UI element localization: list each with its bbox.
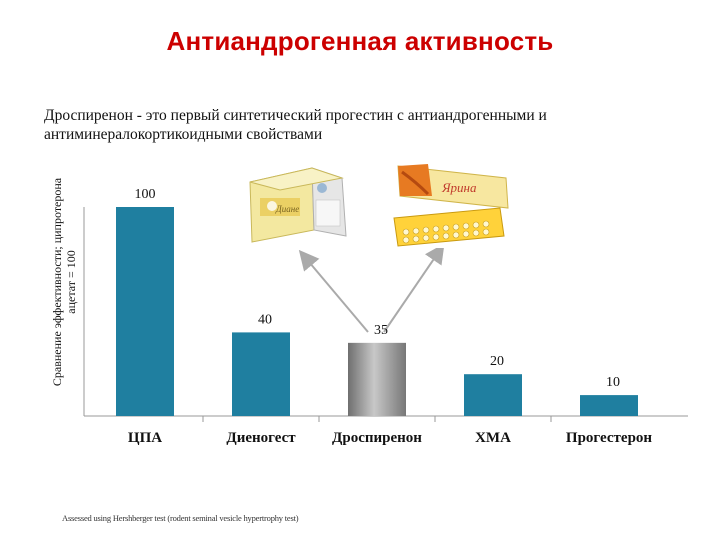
yarina-pack-icon: Ярина — [388, 156, 522, 248]
bar-4 — [580, 395, 638, 416]
x-tick-label-3: ХМА — [475, 430, 511, 446]
x-tick-label-4: Прогестерон — [566, 430, 652, 446]
bar-1 — [232, 332, 290, 416]
bar-2 — [348, 342, 406, 416]
bar-value-label-4: 10 — [606, 375, 620, 390]
bar-value-label-1: 40 — [258, 312, 272, 327]
slide-subtitle: Дроспиренон - это первый синтетический п… — [44, 107, 547, 143]
bar-value-label-2: 35 — [374, 323, 388, 338]
footnote: Assessed using Hershberger test (rodent … — [62, 513, 299, 523]
bar-value-label-3: 20 — [490, 354, 504, 369]
arrow-to-diane — [298, 249, 369, 333]
diane-pack-icon: Диане — [242, 160, 356, 250]
x-tick-label-0: ЦПА — [128, 430, 162, 446]
slide-title: Антиандрогенная активность — [166, 26, 554, 56]
diane-pack-name: Диане — [275, 204, 299, 214]
x-tick-label-1: Диеногест — [226, 430, 296, 446]
bar-value-label-0: 100 — [135, 187, 156, 202]
yarina-pack-name: Ярина — [441, 180, 477, 195]
x-tick-label-2: Дроспиренон — [332, 430, 422, 446]
bar-3 — [464, 374, 522, 416]
bar-0 — [116, 207, 174, 416]
arrow-to-yarina — [383, 243, 445, 333]
